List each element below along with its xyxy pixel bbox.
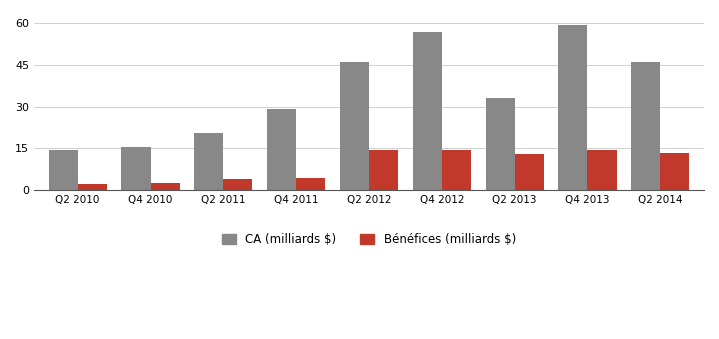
Bar: [559, 25, 587, 190]
Bar: [587, 150, 617, 190]
Bar: [515, 154, 544, 190]
Bar: [631, 62, 660, 190]
Bar: [267, 109, 296, 190]
Bar: [49, 150, 78, 190]
Bar: [122, 147, 150, 190]
Bar: [224, 179, 252, 190]
Bar: [660, 153, 690, 190]
Bar: [485, 98, 515, 190]
Bar: [441, 150, 471, 190]
Bar: [194, 133, 224, 190]
Bar: [340, 62, 369, 190]
Bar: [296, 178, 325, 190]
Bar: [78, 184, 107, 190]
Legend: CA (milliards $), Bénéfices (milliards $): CA (milliards $), Bénéfices (milliards $…: [217, 228, 521, 251]
Bar: [150, 183, 180, 190]
Bar: [413, 32, 441, 190]
Bar: [369, 150, 398, 190]
